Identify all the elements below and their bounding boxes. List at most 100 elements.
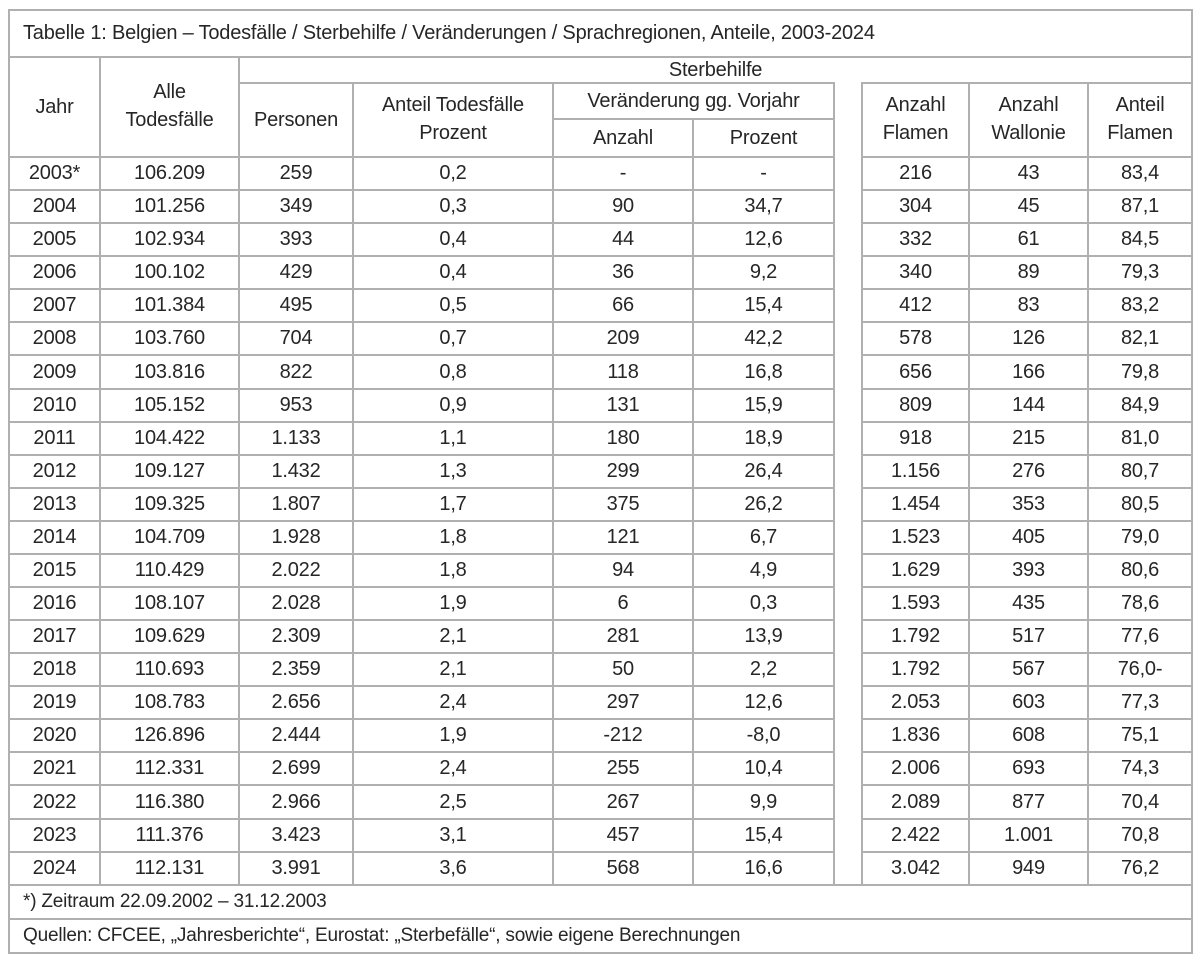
cell-veraenderung-prozent: 9,2 [692, 255, 835, 291]
cell-alle-todesfaelle: 100.102 [99, 255, 240, 291]
cell-alle-todesfaelle: 104.709 [99, 519, 240, 555]
cell-personen: 1.432 [238, 453, 354, 489]
cell-jahr: 2013 [8, 486, 101, 522]
cell-jahr: 2016 [8, 586, 101, 622]
spacer-cell [833, 520, 863, 554]
cell-anzahl-flamen: 2.422 [861, 817, 970, 853]
cell-personen: 704 [238, 321, 354, 357]
belgium-euthanasia-table: Tabelle 1: Belgien – Todesfälle / Sterbe… [7, 9, 1194, 954]
cell-anzahl-wallonie: 949 [968, 850, 1089, 887]
cell-alle-todesfaelle: 109.325 [99, 486, 240, 522]
col-header-jahr: Jahr [8, 56, 101, 158]
col-header-anteil-todesfaelle-prozent: Anteil Todesfälle Prozent [352, 82, 554, 158]
table-row: 2016 108.107 2.028 1,9 6 0,3 1.593 435 78,6 [8, 586, 1194, 622]
spacer-cell [833, 686, 863, 720]
cell-personen: 3.991 [238, 850, 354, 887]
spacer-cell [833, 620, 863, 654]
col-header-anzahl-wallonie: Anzahl Wallonie [968, 82, 1089, 158]
cell-personen: 2.309 [238, 619, 354, 655]
cell-personen: 2.656 [238, 685, 354, 721]
spacer-cell [833, 388, 863, 422]
spacer-cell [833, 322, 863, 356]
col-group-sterbehilfe: Sterbehilfe [237, 56, 1194, 84]
spacer-cell [833, 818, 863, 852]
cell-veraenderung-prozent: 34,7 [692, 189, 835, 225]
spacer-cell [833, 256, 863, 290]
cell-anzahl-wallonie: 435 [968, 586, 1089, 622]
cell-anteil-flamen: 83,2 [1086, 288, 1194, 324]
cell-jahr: 2017 [8, 619, 101, 655]
table-row: 2009 103.816 822 0,8 118 16,8 656 166 79,8 [8, 354, 1194, 390]
cell-jahr: 2012 [8, 453, 101, 489]
spacer-cell [833, 190, 863, 224]
cell-alle-todesfaelle: 102.934 [99, 222, 240, 258]
cell-personen: 953 [238, 387, 354, 423]
cell-anzahl-flamen: 2.089 [861, 784, 970, 820]
cell-veraenderung-anzahl: 121 [552, 519, 694, 555]
cell-anzahl-wallonie: 393 [968, 552, 1089, 589]
cell-veraenderung-anzahl: 267 [552, 784, 694, 820]
cell-anzahl-flamen: 656 [861, 354, 970, 390]
cell-anzahl-wallonie: 83 [968, 288, 1089, 324]
spacer-cell [833, 719, 863, 753]
col-header-anzahl-flamen: Anzahl Flamen [861, 82, 970, 158]
cell-jahr: 2009 [8, 354, 101, 390]
cell-anzahl-flamen: 2.006 [861, 751, 970, 787]
table-header: Tabelle 1: Belgien – Todesfälle / Sterbe… [7, 9, 1194, 158]
col-header-personen: Personen [238, 82, 354, 158]
cell-veraenderung-prozent: 4,9 [692, 552, 835, 589]
cell-anteil-flamen: 75,1 [1086, 718, 1194, 754]
cell-veraenderung-anzahl: 209 [552, 321, 694, 357]
cell-veraenderung-anzahl: 180 [552, 420, 694, 456]
cell-anzahl-flamen: 578 [861, 321, 970, 357]
cell-anteil-todesfaelle-prozent: 2,5 [352, 784, 554, 820]
cell-anzahl-wallonie: 1.001 [968, 817, 1089, 853]
cell-jahr: 2003* [8, 155, 101, 192]
cell-veraenderung-anzahl: 44 [552, 222, 694, 258]
cell-anzahl-wallonie: 603 [968, 685, 1089, 721]
cell-anzahl-wallonie: 608 [968, 718, 1089, 754]
cell-alle-todesfaelle: 116.380 [99, 784, 240, 820]
cell-personen: 2.022 [238, 552, 354, 589]
cell-anzahl-flamen: 809 [861, 387, 970, 423]
cell-personen: 2.699 [238, 751, 354, 787]
spacer-cell [833, 653, 863, 687]
cell-veraenderung-anzahl: 36 [552, 255, 694, 291]
cell-jahr: 2005 [8, 222, 101, 258]
cell-veraenderung-prozent: 9,9 [692, 784, 835, 820]
cell-anzahl-wallonie: 276 [968, 453, 1089, 489]
cell-personen: 1.807 [238, 486, 354, 522]
cell-anteil-todesfaelle-prozent: 2,4 [352, 685, 554, 721]
cell-anteil-todesfaelle-prozent: 0,4 [352, 255, 554, 291]
cell-anzahl-flamen: 1.629 [861, 552, 970, 589]
cell-anzahl-wallonie: 126 [968, 321, 1089, 357]
cell-veraenderung-prozent: - [692, 155, 835, 192]
cell-alle-todesfaelle: 110.429 [99, 552, 240, 589]
cell-anzahl-flamen: 1.523 [861, 519, 970, 555]
cell-anteil-flamen: 79,8 [1086, 354, 1194, 390]
col-group-veraenderung: Veränderung gg. Vorjahr [552, 82, 835, 120]
cell-veraenderung-anzahl: 118 [552, 354, 694, 390]
cell-anteil-flamen: 76,0- [1086, 652, 1194, 688]
cell-jahr: 2008 [8, 321, 101, 357]
cell-anteil-flamen: 83,4 [1086, 155, 1194, 192]
cell-personen: 429 [238, 255, 354, 291]
cell-anzahl-flamen: 304 [861, 189, 970, 225]
cell-anzahl-flamen: 1.792 [861, 652, 970, 688]
spacer-cell [833, 553, 863, 588]
cell-anteil-flamen: 80,5 [1086, 486, 1194, 522]
cell-anteil-flamen: 77,6 [1086, 619, 1194, 655]
table-row: 2017 109.629 2.309 2,1 281 13,9 1.792 517 77,6 [8, 619, 1194, 655]
cell-alle-todesfaelle: 111.376 [99, 817, 240, 853]
table-row: 2020 126.896 2.444 1,9 -212 -8,0 1.836 608 75,1 [8, 718, 1194, 754]
cell-anzahl-flamen: 412 [861, 288, 970, 324]
cell-anteil-todesfaelle-prozent: 1,1 [352, 420, 554, 456]
cell-personen: 2.966 [238, 784, 354, 820]
cell-anzahl-wallonie: 45 [968, 189, 1089, 225]
cell-jahr: 2022 [8, 784, 101, 820]
cell-personen: 2.028 [238, 586, 354, 622]
cell-anteil-todesfaelle-prozent: 2,1 [352, 619, 554, 655]
cell-anteil-flamen: 80,7 [1086, 453, 1194, 489]
cell-anteil-flamen: 76,2 [1086, 850, 1194, 887]
cell-anzahl-wallonie: 405 [968, 519, 1089, 555]
